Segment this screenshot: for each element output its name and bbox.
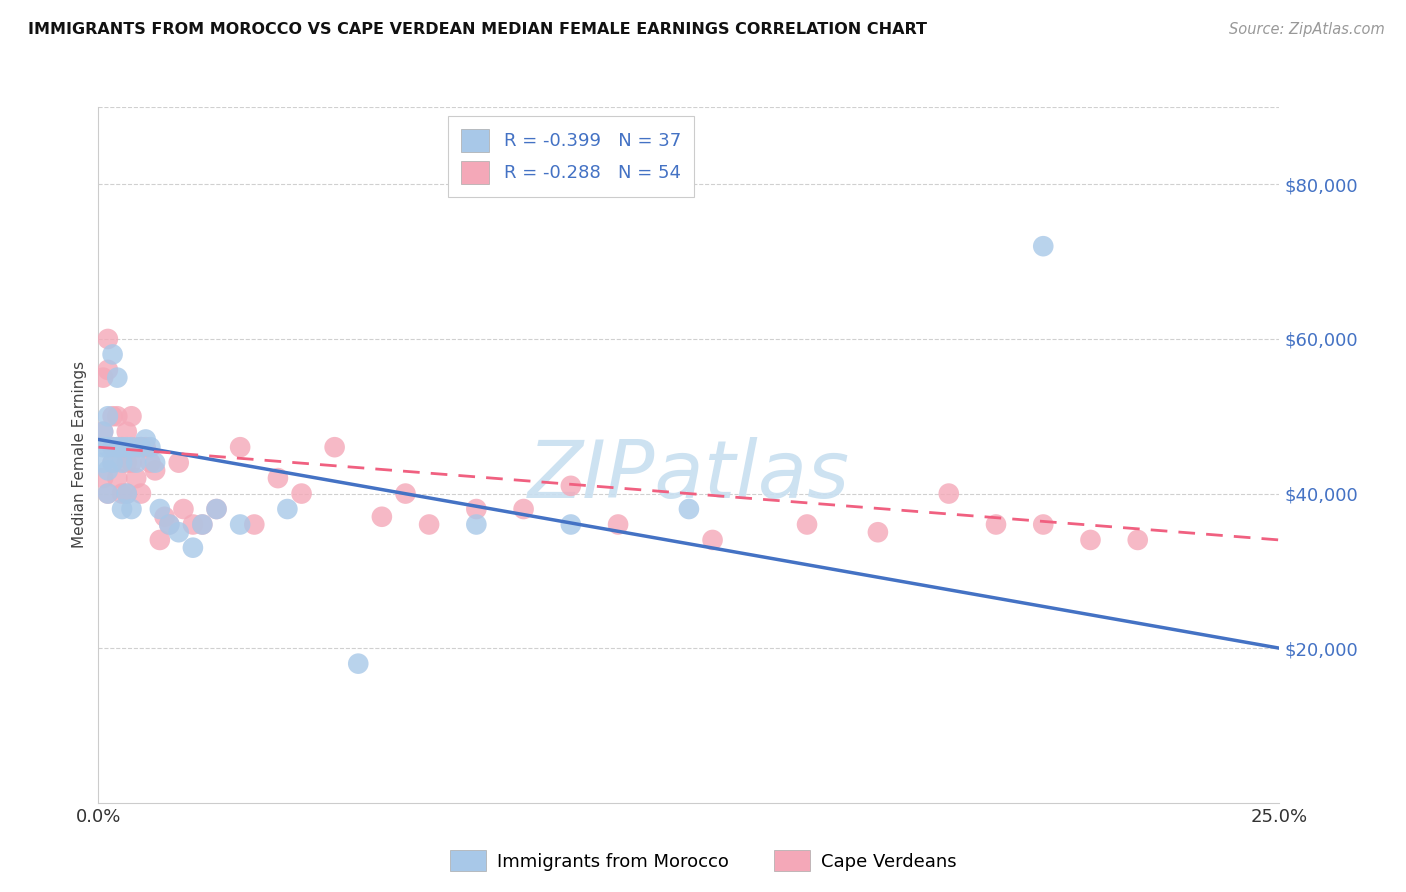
Text: Source: ZipAtlas.com: Source: ZipAtlas.com	[1229, 22, 1385, 37]
Point	[172, 502, 194, 516]
Point	[101, 456, 124, 470]
Point	[1032, 239, 1054, 253]
Point	[129, 486, 152, 500]
Point	[153, 509, 176, 524]
Point	[276, 502, 298, 516]
Point	[191, 517, 214, 532]
Point	[97, 486, 120, 500]
Point	[394, 486, 416, 500]
Point	[111, 502, 134, 516]
Point	[1126, 533, 1149, 547]
Point	[125, 456, 148, 470]
Point	[101, 440, 124, 454]
Point	[135, 440, 157, 454]
Point	[121, 502, 143, 516]
Point	[129, 440, 152, 454]
Point	[121, 456, 143, 470]
Point	[290, 486, 312, 500]
Point	[91, 456, 114, 470]
Point	[111, 440, 134, 454]
Point	[115, 486, 138, 500]
Point	[560, 479, 582, 493]
Point	[167, 456, 190, 470]
Point	[678, 502, 700, 516]
Point	[105, 471, 128, 485]
Point	[866, 525, 889, 540]
Point	[702, 533, 724, 547]
Point	[97, 409, 120, 424]
Point	[115, 440, 138, 454]
Point	[181, 517, 204, 532]
Point	[560, 517, 582, 532]
Point	[115, 425, 138, 439]
Point	[105, 440, 128, 454]
Point	[205, 502, 228, 516]
Point	[91, 471, 114, 485]
Point	[101, 440, 124, 454]
Point	[229, 440, 252, 454]
Point	[125, 440, 148, 454]
Point	[111, 456, 134, 470]
Point	[984, 517, 1007, 532]
Point	[139, 456, 162, 470]
Point	[607, 517, 630, 532]
Point	[1080, 533, 1102, 547]
Point	[938, 486, 960, 500]
Point	[101, 347, 124, 361]
Point	[125, 471, 148, 485]
Point	[105, 370, 128, 384]
Point	[97, 332, 120, 346]
Point	[229, 517, 252, 532]
Point	[115, 456, 138, 470]
Point	[143, 463, 166, 477]
Point	[205, 502, 228, 516]
Point	[101, 456, 124, 470]
Point	[105, 409, 128, 424]
Point	[181, 541, 204, 555]
Point	[97, 363, 120, 377]
Point	[512, 502, 534, 516]
Y-axis label: Median Female Earnings: Median Female Earnings	[72, 361, 87, 549]
Point	[1032, 517, 1054, 532]
Point	[323, 440, 346, 454]
Point	[243, 517, 266, 532]
Point	[465, 502, 488, 516]
Point	[111, 486, 134, 500]
Point	[347, 657, 370, 671]
Point	[157, 517, 180, 532]
Legend: Immigrants from Morocco, Cape Verdeans: Immigrants from Morocco, Cape Verdeans	[443, 843, 963, 879]
Point	[149, 533, 172, 547]
Point	[267, 471, 290, 485]
Point	[91, 440, 114, 454]
Point	[129, 440, 152, 454]
Point	[111, 440, 134, 454]
Point	[371, 509, 394, 524]
Point	[97, 440, 120, 454]
Point	[143, 456, 166, 470]
Point	[149, 502, 172, 516]
Legend: R = -0.399   N = 37, R = -0.288   N = 54: R = -0.399 N = 37, R = -0.288 N = 54	[449, 116, 693, 197]
Text: IMMIGRANTS FROM MOROCCO VS CAPE VERDEAN MEDIAN FEMALE EARNINGS CORRELATION CHART: IMMIGRANTS FROM MOROCCO VS CAPE VERDEAN …	[28, 22, 927, 37]
Point	[121, 409, 143, 424]
Point	[121, 440, 143, 454]
Point	[465, 517, 488, 532]
Point	[105, 440, 128, 454]
Point	[139, 440, 162, 454]
Point	[157, 517, 180, 532]
Point	[101, 409, 124, 424]
Point	[796, 517, 818, 532]
Point	[91, 370, 114, 384]
Text: ZIPatlas: ZIPatlas	[527, 437, 851, 515]
Point	[97, 486, 120, 500]
Point	[167, 525, 190, 540]
Point	[191, 517, 214, 532]
Point	[115, 486, 138, 500]
Point	[91, 425, 114, 439]
Point	[91, 425, 114, 439]
Point	[135, 433, 157, 447]
Point	[418, 517, 440, 532]
Point	[97, 463, 120, 477]
